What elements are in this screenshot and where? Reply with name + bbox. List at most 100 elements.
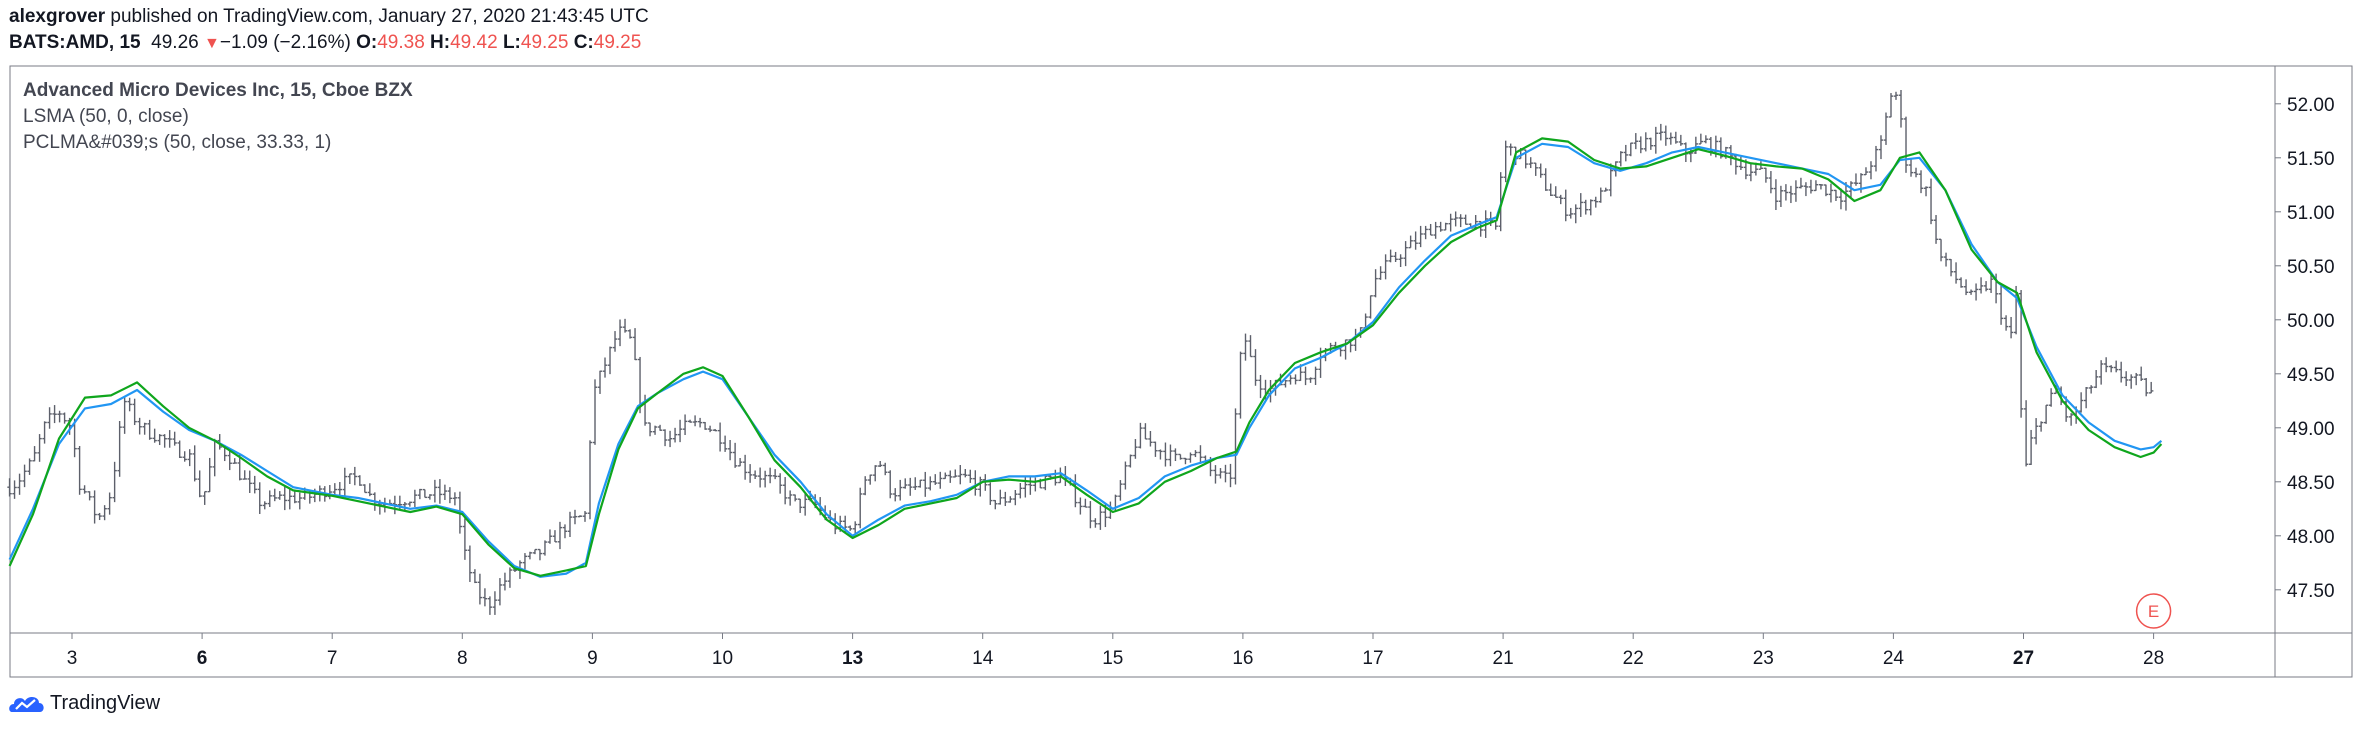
ohlc-bar [607, 346, 613, 375]
ohlc-bar [1658, 123, 1664, 141]
time-tick-label: 23 [1753, 648, 1774, 669]
ohlc-bar [1898, 90, 1904, 128]
ohlc-bar [462, 518, 468, 560]
ohlc-bar [192, 445, 197, 482]
time-tick-label: 27 [2013, 648, 2034, 669]
time-tick-label: 24 [1883, 648, 1905, 669]
ohlc-bar [1878, 135, 1884, 160]
ohlc-bar [913, 477, 918, 490]
earnings-badge-label: E [2148, 602, 2159, 621]
ohlc-bar [1943, 252, 1949, 267]
pclma-line [8, 137, 2163, 577]
ohlc-bar [567, 511, 573, 537]
ohlc-bar [1873, 145, 1879, 172]
ohlc-bar [572, 509, 578, 525]
ohlc-bar [858, 487, 863, 529]
ohlc-bar [1503, 140, 1508, 183]
ohlc-bar [1633, 133, 1639, 150]
ohlc-bar [742, 454, 748, 480]
ohlc-bar [547, 529, 553, 544]
ohlc-bar [1238, 351, 1243, 419]
ohlc-bar [1438, 221, 1443, 232]
ohlc-bar [1193, 450, 1198, 458]
ohlc-bar [272, 488, 277, 502]
ohlc-bar [772, 469, 778, 480]
ohlc-bar [667, 430, 673, 448]
ohlc-bar [507, 567, 513, 588]
ohlc-bar [1973, 283, 1979, 301]
ohlc-bar [472, 569, 478, 584]
ohlc-bar [182, 451, 187, 462]
ohlc-bar [1418, 225, 1423, 248]
ohlc-bar [1223, 464, 1228, 483]
footer-brand[interactable]: TradingView [9, 690, 160, 716]
earnings-marker[interactable]: E [2135, 593, 2172, 629]
author-name[interactable]: alexgrover [9, 6, 106, 27]
price-chart[interactable]: 52.00 51.50 51.00 50.50 50.00 49.50 49.00 48.50… [0, 0, 2354, 690]
ohlc-bar [492, 591, 498, 615]
ohlc-bar [2148, 381, 2154, 394]
ohlc-bar [978, 476, 983, 497]
ohlc-bar [1918, 170, 1924, 194]
ohlc-bar [402, 501, 408, 511]
ohlc-bar [898, 479, 903, 501]
ohlc-bar [767, 467, 773, 484]
ohlc-bar [1008, 496, 1013, 503]
ohlc-bar [1793, 180, 1799, 202]
ohlc-bar [627, 329, 633, 339]
ohlc-bar [297, 492, 302, 510]
ohlc-bar [632, 328, 638, 361]
ohlc-bar [137, 417, 142, 435]
time-tick-label: 14 [972, 648, 994, 669]
ohlc-bar [1303, 366, 1308, 386]
time-tick-label: 28 [2143, 648, 2164, 669]
ohlc-bar [92, 490, 97, 524]
chart-legend: Advanced Micro Devices Inc, 15, Cboe BZX… [23, 78, 413, 156]
ohlc-bar [452, 492, 458, 506]
ohlc-bar [2118, 361, 2124, 383]
indicator-pclma-label[interactable]: PCLMA&#039;s (50, close, 33.33, 1) [23, 132, 332, 153]
ohlc-bar [117, 420, 122, 477]
ohlc-bar [202, 490, 207, 505]
ohlc-bar [1188, 452, 1193, 463]
low-label: L: [502, 32, 521, 53]
ohlc-bar [1903, 116, 1909, 173]
ohlc-bar [1253, 349, 1258, 386]
open-value: 49.38 [377, 32, 425, 53]
ohlc-bar [1998, 285, 2004, 325]
ohlc-bar [1198, 445, 1203, 464]
ohlc-bar [1808, 179, 1814, 194]
ohlc-bar [1148, 431, 1153, 447]
published-text: published on TradingView.com, January 27… [110, 6, 649, 27]
ohlc-bar [792, 494, 798, 502]
ohlc-bar [47, 407, 52, 429]
ohlc-bar [1573, 204, 1578, 224]
ohlc-bar [417, 488, 423, 500]
series-title[interactable]: Advanced Micro Devices Inc, 15, Cboe BZX [23, 80, 413, 101]
chart-frame [9, 65, 2353, 678]
ohlc-bar [1368, 295, 1373, 319]
price-tick-label: 49.00 [2287, 419, 2335, 440]
ohlc-bar [432, 479, 438, 503]
ohlc-bar [382, 497, 388, 513]
ohlc-bar [497, 578, 503, 606]
ohlc-bar [7, 478, 12, 497]
ohlc-bar [437, 479, 443, 504]
price-tick-label: 51.00 [2287, 203, 2335, 224]
ohlc-bar [1018, 483, 1023, 499]
ohlc-bar [1933, 215, 1939, 244]
ohlc-bar [237, 454, 242, 481]
ohlc-bar [1908, 159, 1914, 177]
ohlc-bar [1228, 463, 1233, 488]
indicator-lsma-label[interactable]: LSMA (50, 0, close) [23, 106, 189, 127]
ohlc-bar [1528, 157, 1533, 169]
ohlc-bar [1183, 457, 1188, 465]
ohlc-header: BATS:AMD, 15 49.26 ▼−1.09 (−2.16%) O:49.… [9, 30, 641, 57]
ohlc-bar [12, 480, 17, 499]
ohlc-bar [262, 501, 267, 510]
ohlc-bar [2083, 386, 2089, 409]
ohlc-bar [1398, 254, 1403, 268]
ohlc-bar [1838, 188, 1844, 210]
ohlc-bar [918, 479, 923, 488]
ohlc-bar [2068, 413, 2074, 426]
